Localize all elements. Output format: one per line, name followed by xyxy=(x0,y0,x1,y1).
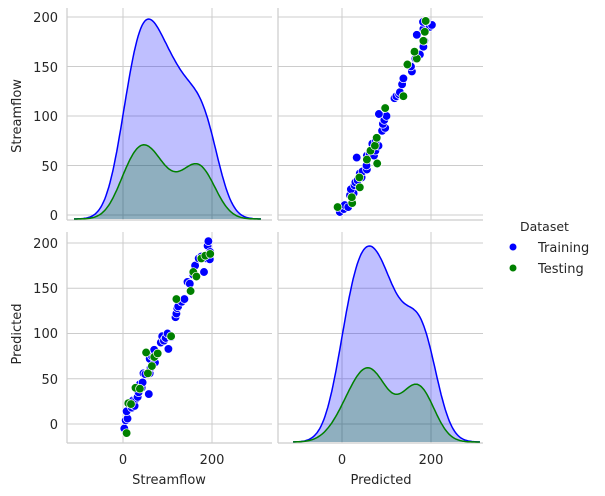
testing-point xyxy=(418,36,429,46)
training-point xyxy=(374,109,384,119)
y-tick-200-bottom: 200 xyxy=(33,237,58,252)
testing-point xyxy=(355,182,365,192)
testing-point xyxy=(121,428,132,438)
testing-point xyxy=(420,27,430,37)
training-point xyxy=(398,73,409,84)
y-tick-0-top: 0 xyxy=(50,209,58,224)
y-tick-50-top: 50 xyxy=(41,160,58,175)
testing-point xyxy=(191,271,202,282)
testing-point xyxy=(332,202,343,212)
testing-point xyxy=(370,141,380,151)
training-point xyxy=(381,111,392,121)
x-tick-200-left: 200 xyxy=(200,453,225,468)
training-kde-fill xyxy=(74,19,261,219)
testing-point xyxy=(372,133,382,143)
testing-point xyxy=(126,399,136,409)
testing-kde-line xyxy=(293,366,480,443)
training-point xyxy=(163,344,174,354)
legend-title: Dataset xyxy=(520,219,569,234)
testing-point xyxy=(141,347,151,358)
testing-point xyxy=(372,158,382,169)
testing-point xyxy=(347,192,357,202)
testing-kde-fill xyxy=(293,367,480,442)
testing-point xyxy=(185,286,196,296)
y-axis-label-predicted: Predicted xyxy=(10,303,25,364)
training-point xyxy=(144,389,154,399)
x-tick-0-right: 0 xyxy=(338,453,346,468)
legend-marker-training xyxy=(509,243,517,251)
predicted-vs-streamflow-scatter-panel xyxy=(66,232,272,444)
streamflow-vs-predicted-scatter-panel xyxy=(277,8,483,221)
training-point xyxy=(352,152,362,163)
y-tick-100-top: 100 xyxy=(33,110,58,125)
y-tick-50-bottom: 50 xyxy=(41,373,58,388)
training-point xyxy=(412,30,422,40)
predicted-kde-panel xyxy=(277,232,483,444)
x-axis-label-predicted: Predicted xyxy=(350,473,411,488)
y-axis-label-streamflow: Streamflow xyxy=(10,79,25,153)
testing-point xyxy=(362,154,372,165)
testing-point xyxy=(147,361,157,371)
testing-point xyxy=(402,59,413,70)
testing-point xyxy=(380,103,390,113)
testing-point xyxy=(398,91,409,101)
testing-point xyxy=(166,331,176,341)
y-tick-100-bottom: 100 xyxy=(33,327,58,342)
y-tick-200-top: 200 xyxy=(33,11,58,26)
testing-kde-line xyxy=(74,144,261,220)
training-point xyxy=(199,267,209,277)
testing-kde-fill xyxy=(74,144,261,219)
y-tick-0-bottom: 0 xyxy=(50,418,58,433)
training-kde-line xyxy=(74,18,261,220)
x-tick-200-right: 200 xyxy=(419,453,444,468)
legend-label-training: Training xyxy=(537,241,589,256)
testing-point xyxy=(143,368,153,378)
legend-marker-testing xyxy=(509,264,517,272)
streamflow-kde-panel xyxy=(66,8,272,221)
legend: Dataset Training Testing xyxy=(509,219,589,277)
testing-point xyxy=(354,172,365,183)
testing-point xyxy=(171,294,182,304)
training-point xyxy=(179,294,190,304)
legend-label-testing: Testing xyxy=(537,262,584,277)
training-kde-line xyxy=(293,245,480,443)
testing-point xyxy=(205,249,215,259)
testing-point xyxy=(135,384,145,394)
y-tick-150-top: 150 xyxy=(33,61,58,76)
training-kde-fill xyxy=(293,246,480,442)
training-point xyxy=(203,236,214,246)
x-axis-label-streamflow: Streamflow xyxy=(132,473,206,488)
y-tick-150-bottom: 150 xyxy=(33,282,58,297)
testing-point xyxy=(409,47,420,57)
testing-point xyxy=(153,348,163,359)
x-tick-0-left: 0 xyxy=(119,453,127,468)
testing-point xyxy=(421,16,431,26)
